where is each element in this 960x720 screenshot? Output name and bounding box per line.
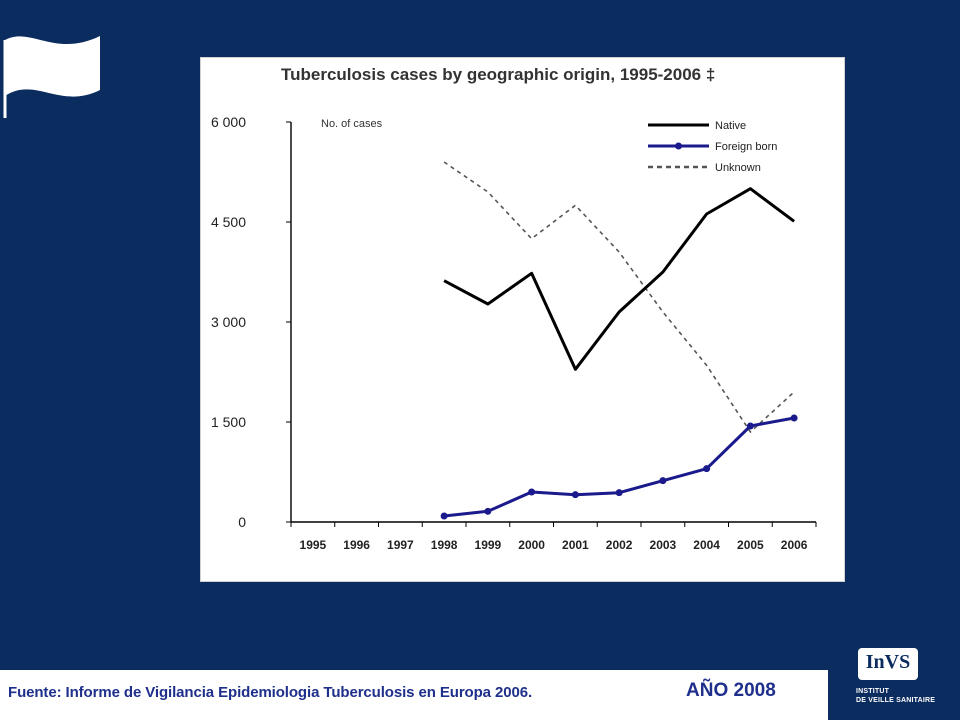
y-axis-label: No. of cases [321,118,383,130]
flag-logo-icon [3,36,100,118]
y-tick-label: 1 500 [211,414,246,430]
x-tick-label: 1996 [343,538,370,552]
data-point-foreign-born [484,507,492,515]
chart-panel: Tuberculosis cases by geographic origin,… [200,57,845,582]
x-tick-label: 2000 [518,538,545,552]
legend-label-foreign-born: Foreign born [715,141,777,153]
data-point-foreign-born [615,489,623,497]
series-line-unknown [443,161,795,433]
series-group [440,161,798,520]
x-tick-label: 1997 [387,538,414,552]
y-tick-label: 3 000 [211,314,246,330]
footer-bar: Fuente: Informe de Vigilancia Epidemiolo… [0,670,828,720]
source-citation: Fuente: Informe de Vigilancia Epidemiolo… [8,684,533,701]
invs-logo-line2: DE VEILLE SANITAIRE [856,697,936,704]
data-point-foreign-born [440,512,448,520]
x-tick-label: 2006 [781,538,808,552]
series-line-foreign-born [443,416,795,518]
invs-logo: InVS INSTITUT DE VEILLE SANITAIRE [846,648,946,710]
data-point-foreign-born [528,488,536,496]
invs-logo-badge: InVS [858,648,918,680]
x-tick-label: 1998 [431,538,458,552]
x-tick-label: 2004 [693,538,720,552]
x-tick-label: 1995 [300,538,327,552]
data-point-foreign-born [746,422,754,430]
chart-title: Tuberculosis cases by geographic origin,… [281,65,715,84]
x-tick-label: 2001 [562,538,589,552]
legend-marker-foreign-born [675,142,682,150]
legend-label-unknown: Unknown [715,162,761,174]
x-tick-label: 2002 [606,538,633,552]
y-tick-label: 4 500 [211,214,246,230]
legend: Native Foreign born Unknown [648,120,777,174]
y-tick-label: 0 [238,514,246,530]
invs-logo-line1: INSTITUT [856,688,890,695]
legend-label-native: Native [715,120,746,132]
y-tick-label: 6 000 [211,114,246,130]
data-point-foreign-born [790,414,798,422]
x-tick-label: 2005 [737,538,764,552]
axes-group: 0 1 500 3 000 4 500 6 000 1995 1996 1997 1998 199… [211,114,817,552]
data-point-foreign-born [571,491,579,499]
tb-cases-chart: Tuberculosis cases by geographic origin,… [211,65,817,552]
x-tick-label: 2003 [650,538,677,552]
invs-logo-wordmark: InVS [865,651,911,673]
data-point-foreign-born [703,465,711,473]
year-label: AÑO 2008 [686,680,776,701]
data-point-foreign-born [659,477,667,485]
x-tick-label: 1999 [475,538,502,552]
series-line-native [443,187,795,371]
